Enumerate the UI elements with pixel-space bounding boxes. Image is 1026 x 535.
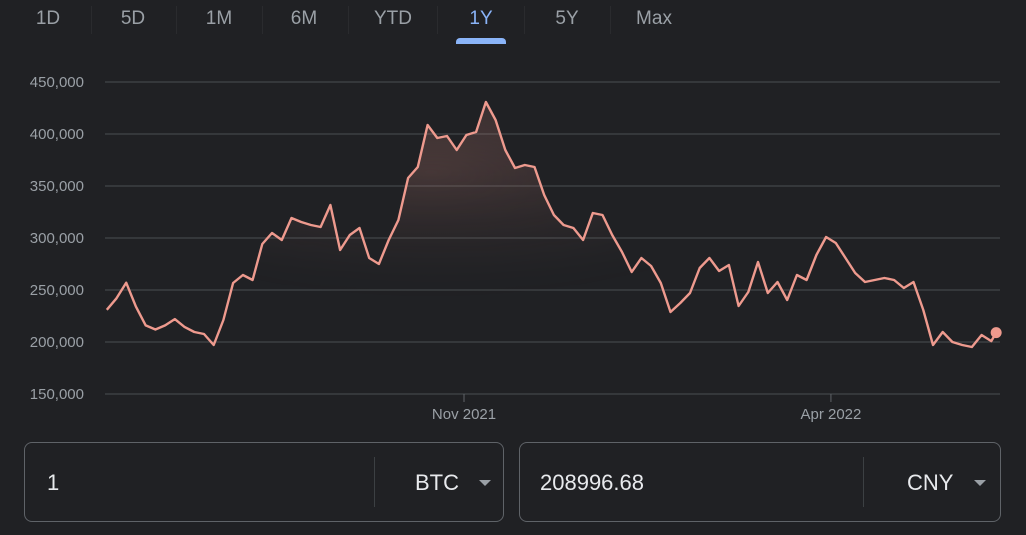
- price-line: [105, 100, 998, 349]
- field-divider: [374, 457, 375, 507]
- y-tick-label: 150,000: [30, 386, 84, 403]
- tab-1d[interactable]: 1D: [35, 8, 61, 29]
- y-tick-label: 200,000: [30, 334, 84, 351]
- to-currency-select[interactable]: CNY: [907, 470, 954, 495]
- tab-1y[interactable]: 1Y: [469, 8, 493, 29]
- time-range-tabs: 1D 5D 1M 6M YTD 1Y 5Y Max: [0, 0, 700, 44]
- tab-5d[interactable]: 5D: [120, 8, 146, 29]
- from-currency-select[interactable]: BTC: [415, 470, 459, 495]
- y-tick-label: 350,000: [30, 178, 84, 195]
- y-tick-label: 400,000: [30, 126, 84, 143]
- tab-divider: [610, 6, 611, 34]
- y-tick-label: 250,000: [30, 282, 84, 299]
- tab-divider: [348, 6, 349, 34]
- price-area-fill: [106, 102, 997, 394]
- tab-6m[interactable]: 6M: [290, 8, 318, 29]
- y-tick-label: 300,000: [30, 230, 84, 247]
- x-tick-label: Nov 2021: [432, 406, 496, 423]
- from-amount-field[interactable]: 1 BTC: [24, 442, 504, 522]
- tab-divider: [524, 6, 525, 34]
- tab-divider: [262, 6, 263, 34]
- to-amount-field[interactable]: 208996.68 CNY: [519, 442, 1001, 522]
- tab-ytd[interactable]: YTD: [374, 8, 412, 29]
- chevron-down-icon[interactable]: [974, 480, 986, 486]
- price-chart[interactable]: 150,000 200,000 250,000 300,000 350,000 400,0…: [0, 60, 1026, 435]
- y-tick-label: 450,000: [30, 74, 84, 91]
- tab-divider: [91, 6, 92, 34]
- active-tab-indicator: [456, 38, 506, 44]
- x-tick-label: Apr 2022: [800, 406, 861, 423]
- chevron-down-icon[interactable]: [479, 480, 491, 486]
- field-divider: [863, 457, 864, 507]
- tab-5y[interactable]: 5Y: [555, 8, 579, 29]
- tab-1m[interactable]: 1M: [205, 8, 233, 29]
- tab-max[interactable]: Max: [636, 8, 672, 29]
- tab-divider: [437, 6, 438, 34]
- to-amount-input[interactable]: 208996.68: [540, 470, 644, 495]
- from-amount-input[interactable]: 1: [47, 470, 60, 495]
- current-price-marker: [990, 327, 1002, 339]
- tab-divider: [176, 6, 177, 34]
